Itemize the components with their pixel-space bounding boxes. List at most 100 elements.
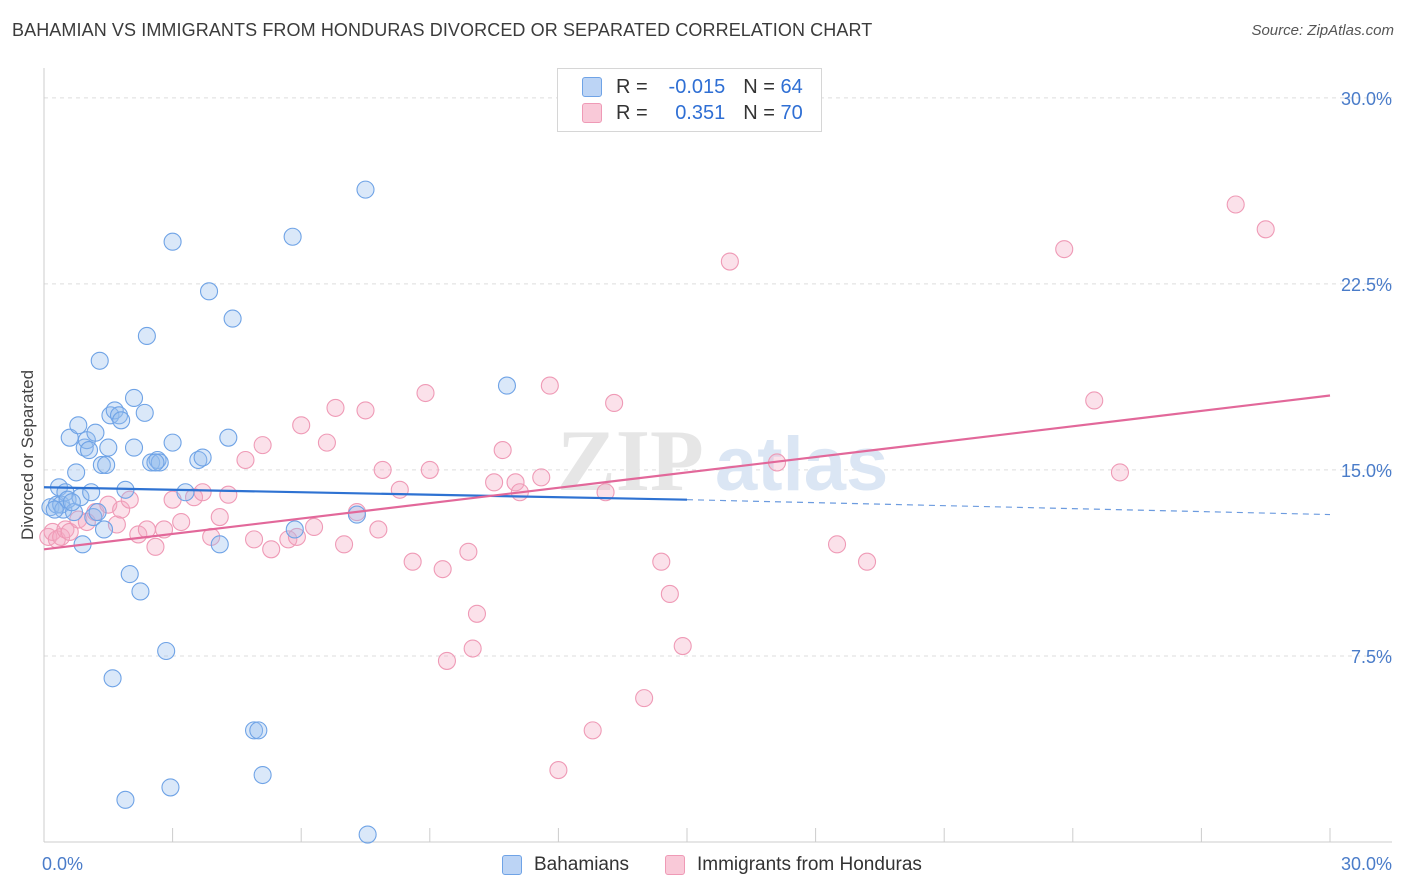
legend-label-bahamians: Bahamians — [534, 854, 630, 875]
y-tick-label: 7.5% — [1351, 647, 1392, 667]
honduras-point — [1085, 391, 1104, 410]
bahamian-point — [176, 483, 195, 502]
honduras-point — [493, 441, 512, 460]
honduras-point — [356, 401, 375, 420]
bahamian-point — [497, 376, 517, 395]
tick-labels: 7.5% 15.0% 22.5% 30.0% 0.0% 30.0% — [42, 89, 1392, 874]
n-value: 64 — [780, 75, 803, 98]
correlation-legend: R = -0.015 N = 64 R = 0.351 N = 70 — [557, 68, 822, 132]
legend-row-honduras: R = 0.351 N = 70 — [582, 101, 803, 125]
x-tick-label: 30.0% — [1341, 854, 1392, 874]
bahamian-point — [79, 441, 99, 460]
bahamian-point — [161, 778, 180, 797]
bahamian-point — [163, 433, 182, 452]
honduras-point — [120, 490, 139, 509]
bahamian-point — [285, 520, 304, 539]
honduras-point — [1110, 463, 1130, 482]
bahamian-point — [94, 520, 114, 539]
honduras-point — [253, 436, 272, 455]
bahamian-point — [135, 403, 154, 422]
bahamian-point — [67, 463, 86, 482]
honduras-point — [184, 488, 204, 507]
legend-row-bahamians: R = -0.015 N = 64 — [582, 75, 803, 99]
honduras-point — [485, 473, 504, 492]
honduras-point — [236, 450, 255, 470]
y-tick-label: 15.0% — [1341, 461, 1392, 481]
honduras-point — [467, 604, 487, 623]
honduras-point — [292, 416, 311, 435]
legend-swatch-blue — [502, 855, 522, 875]
watermark-atlas: atlas — [715, 422, 888, 507]
bahamian-point — [62, 493, 81, 512]
honduras-point — [652, 552, 671, 571]
r-value: 0.351 — [675, 101, 726, 124]
bahamian-point — [116, 790, 135, 809]
bahamian-point — [120, 565, 139, 584]
honduras-point — [420, 460, 439, 479]
honduras-point — [1226, 195, 1245, 214]
bahamian-point — [193, 448, 212, 467]
honduras-point — [373, 460, 392, 479]
honduras-point — [827, 535, 847, 554]
honduras-point — [210, 508, 229, 527]
bahamian-point — [219, 428, 238, 447]
bahamian-point — [88, 503, 107, 522]
honduras-point — [1256, 220, 1275, 239]
honduras-point — [244, 530, 264, 549]
honduras-point — [287, 527, 306, 546]
legend-swatch-blue — [582, 77, 602, 97]
honduras-point — [437, 651, 456, 670]
honduras-point — [1055, 240, 1074, 259]
bahamian-point — [103, 669, 122, 688]
honduras-point — [219, 485, 238, 504]
honduras-point — [172, 512, 191, 532]
bahamian-point — [92, 455, 111, 475]
bahamian-point — [86, 423, 105, 442]
gridlines — [44, 97, 1392, 657]
bahamian-point — [146, 453, 165, 472]
bahamian-point — [356, 180, 375, 199]
honduras-point — [335, 535, 354, 554]
legend-label-honduras: Immigrants from Honduras — [697, 854, 922, 875]
bahamian-points — [41, 180, 517, 844]
honduras-point — [403, 552, 422, 571]
honduras-point — [146, 537, 165, 556]
bahamian-point — [97, 455, 116, 475]
bahamian-point — [131, 582, 150, 601]
honduras-point — [369, 520, 388, 539]
bahamian-point — [157, 641, 176, 661]
honduras-point — [596, 483, 615, 502]
honduras-point — [635, 689, 654, 708]
honduras-points — [39, 195, 1275, 780]
bahamian-point — [137, 326, 156, 346]
bahamian-trend-extension — [686, 499, 1331, 516]
legend-swatch-pink — [665, 855, 685, 875]
watermark: ZIP atlas — [557, 413, 888, 510]
bahamian-point — [199, 282, 219, 301]
bahamian-trend-line — [43, 486, 688, 501]
axes — [43, 68, 1392, 843]
honduras-point — [416, 383, 435, 403]
honduras-point — [193, 483, 212, 502]
bahamian-point — [244, 721, 264, 740]
x-tick-label: 0.0% — [42, 854, 83, 874]
r-label: R = — [616, 101, 648, 124]
bahamian-point — [90, 351, 109, 370]
source-label: Source: ZipAtlas.com — [1251, 22, 1394, 39]
y-tick-label: 22.5% — [1341, 275, 1392, 295]
bahamian-point — [249, 721, 268, 740]
n-label: N = — [743, 75, 775, 98]
honduras-point — [390, 480, 409, 499]
honduras-point — [326, 398, 345, 417]
n-value: 70 — [780, 101, 803, 124]
honduras-point — [857, 552, 877, 571]
legend-swatch-pink — [582, 103, 602, 123]
bahamian-point — [82, 483, 101, 502]
bahamian-point — [223, 309, 242, 328]
honduras-point — [305, 517, 324, 537]
bahamian-point — [99, 438, 118, 457]
trend-lines — [43, 394, 1331, 551]
honduras-point — [549, 761, 568, 780]
honduras-trend-line — [43, 394, 1331, 551]
honduras-point — [673, 636, 692, 656]
